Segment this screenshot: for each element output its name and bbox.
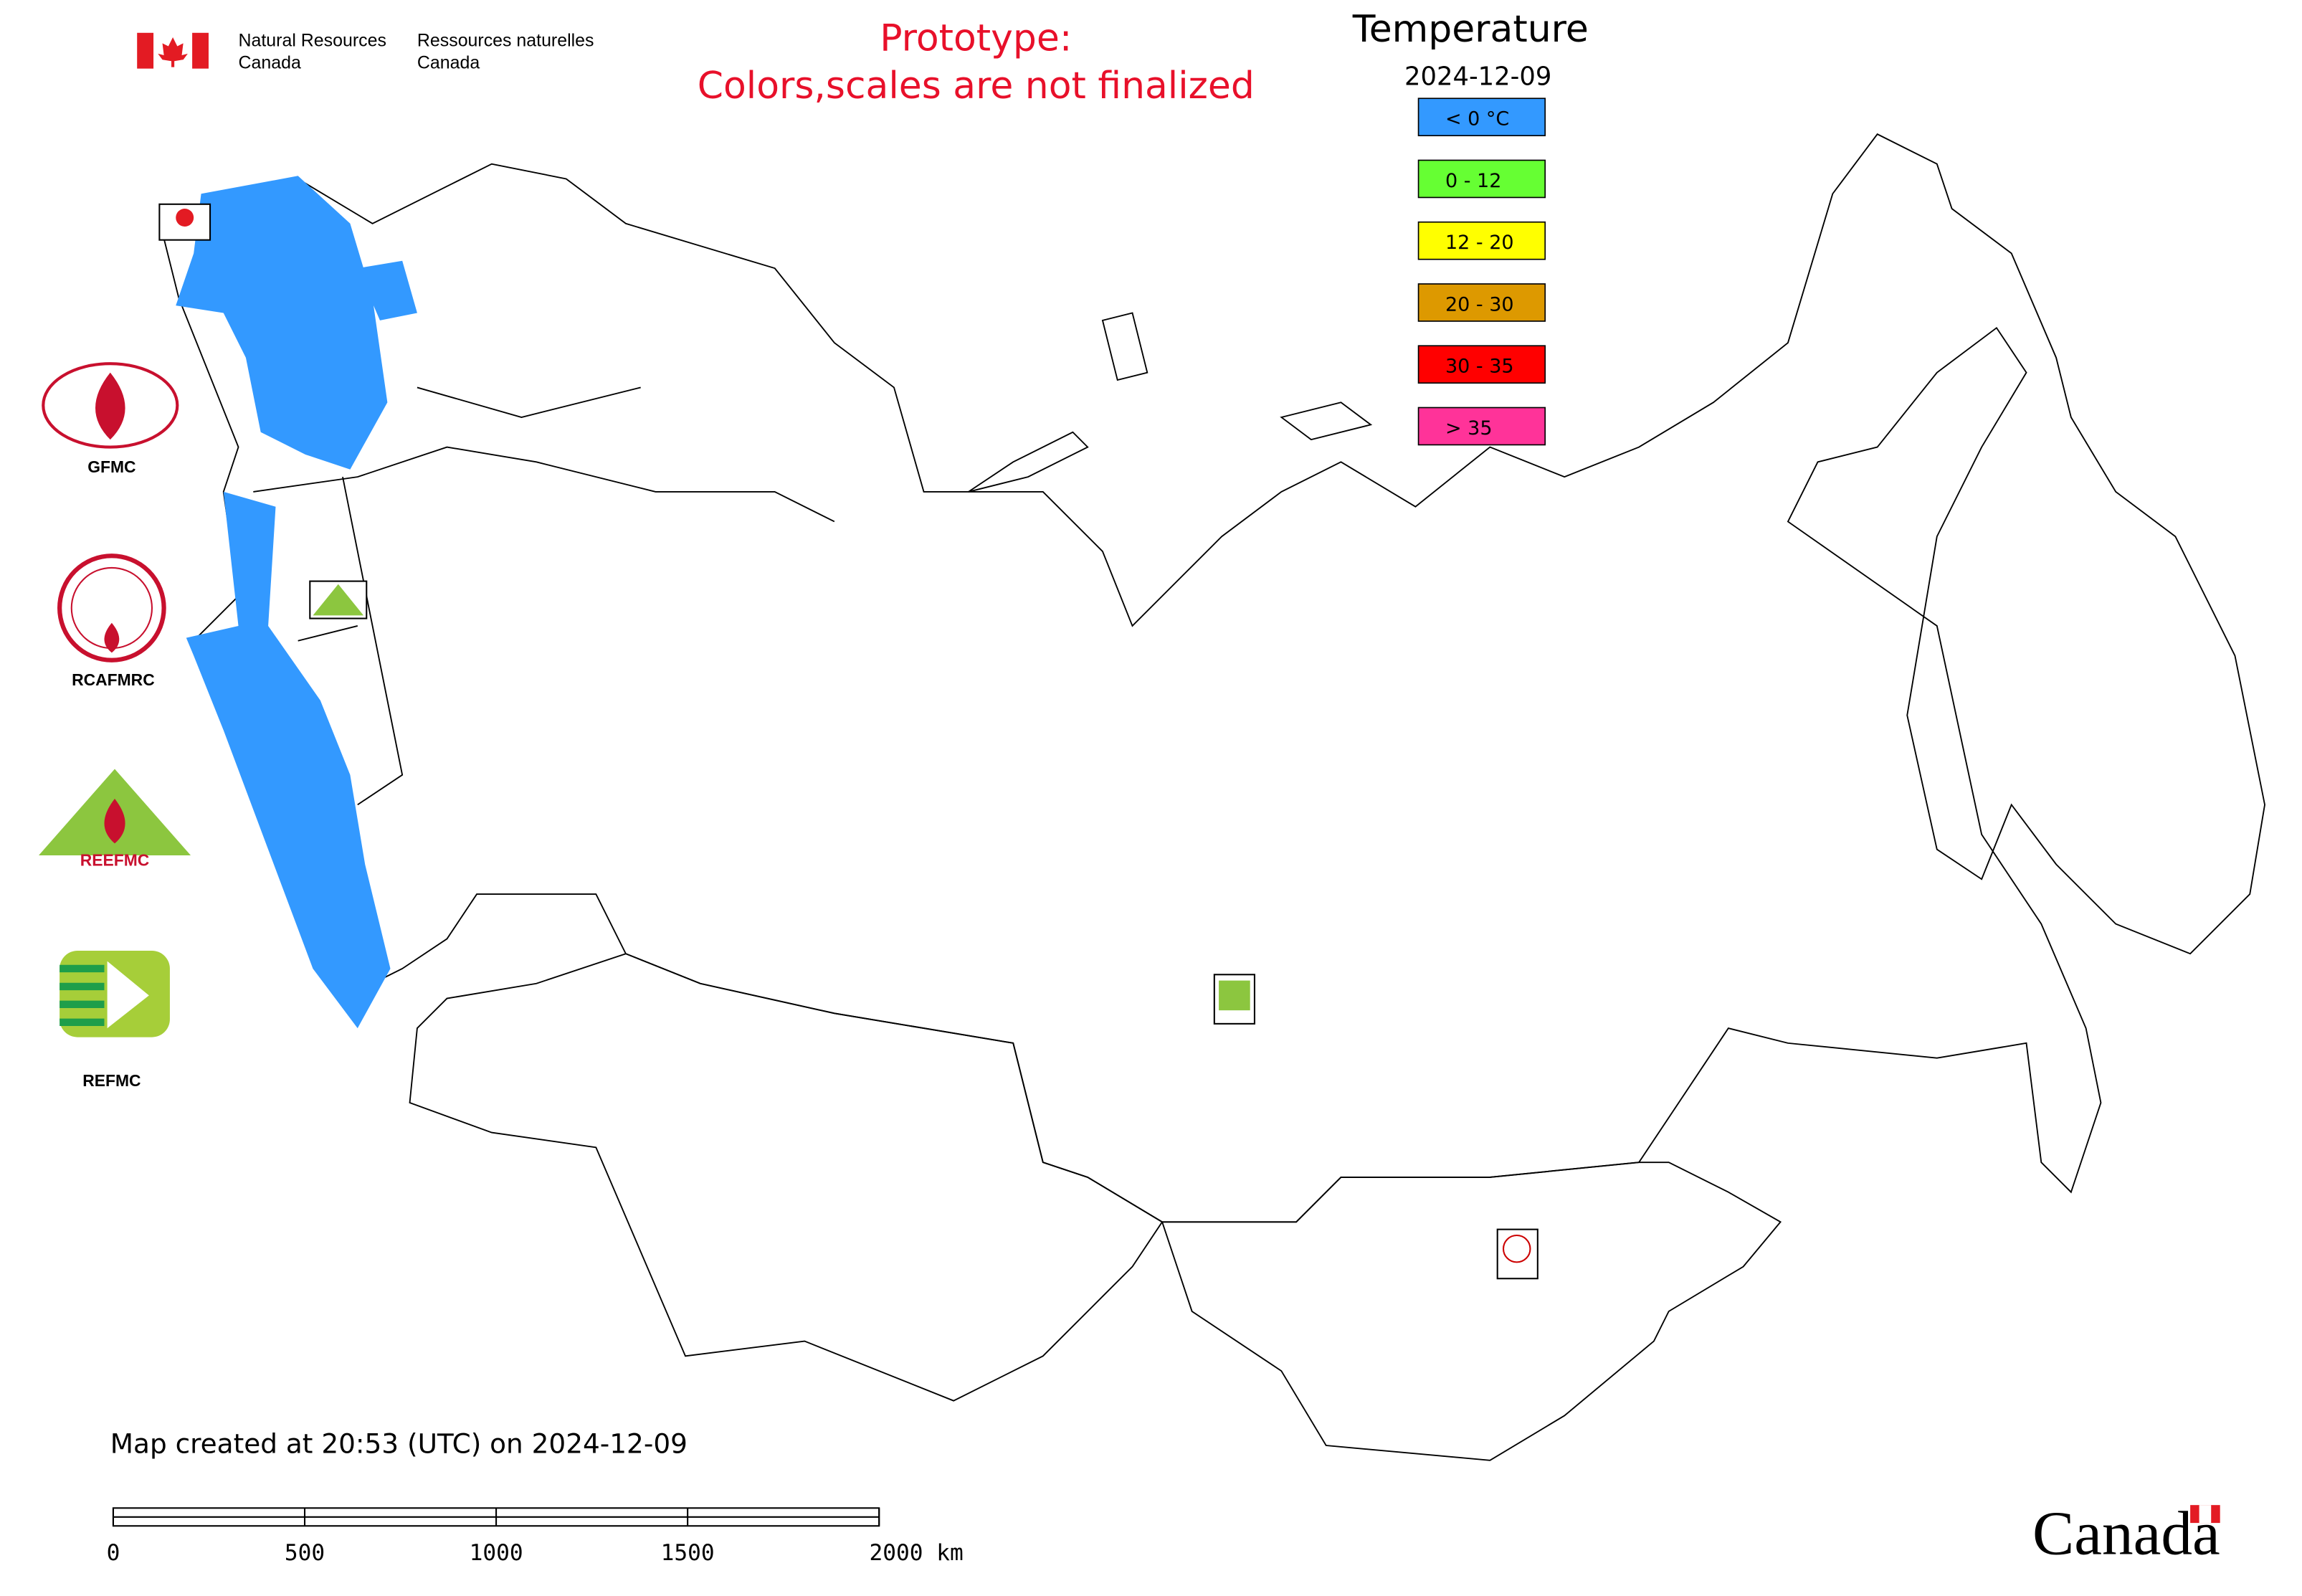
mongolia-outline [1161, 1162, 1782, 1461]
legend-label: 30 - 35 [1445, 356, 1514, 378]
map-outlines [163, 133, 2265, 1461]
island [968, 312, 1373, 493]
notice: Colors,scales are not finalized [698, 65, 1255, 108]
cold-area [186, 491, 391, 1029]
legend-title: Temperature [1352, 8, 1589, 51]
legend: < 0 °C 0 - 12 12 - 20 20 - 30 30 - 35 > 35 [1417, 98, 1546, 446]
wordmark-flag [2199, 1505, 2212, 1524]
centre-marker [1496, 1228, 1538, 1280]
logo-label: RCAFMRC [72, 670, 155, 689]
temperature-coverage [176, 176, 417, 1029]
flag-bar [137, 32, 154, 69]
map-created: Map created at 20:53 (UTC) on 2024-12-09 [110, 1428, 688, 1459]
legend-label: 0 - 12 [1445, 170, 1501, 192]
legend-swatch [1417, 345, 1546, 384]
scale-label: 1000 [470, 1540, 523, 1566]
legend-date: 2024-12-09 [1404, 62, 1551, 92]
refmc-sigma [107, 961, 149, 1029]
legend-swatch [1417, 159, 1546, 199]
legend-swatch [1417, 221, 1546, 260]
legend-label: 20 - 30 [1445, 293, 1514, 315]
scale-label: 0 [107, 1540, 120, 1566]
centre-markers [158, 203, 1538, 1280]
europe-borders [253, 386, 835, 806]
reefmc-flame [104, 799, 125, 844]
rcafmrc-logo [57, 554, 166, 662]
legend-swatch [1417, 283, 1546, 322]
logo-label: REEFMC [80, 851, 150, 870]
canada-wordmark: Canada [2032, 1498, 2220, 1568]
legend-label: > 35 [1445, 417, 1493, 440]
scale-label: 2000 km [870, 1540, 964, 1566]
agency-en: Natural Resources [239, 30, 386, 50]
centre-marker-icon [1219, 980, 1250, 1011]
central-asia-outline [409, 953, 1164, 1402]
gfmc-flame [95, 372, 125, 440]
legend-swatch [1417, 98, 1546, 137]
agency-fr: Ressources naturelles [417, 30, 594, 50]
logo-label: GFMC [87, 457, 135, 476]
agency-fr: Canada [417, 53, 480, 73]
notice: Prototype: [880, 17, 1072, 60]
legend-label: 12 - 20 [1445, 232, 1514, 254]
centre-marker-icon [313, 584, 364, 616]
legend-swatch [1417, 407, 1546, 446]
partner-logos: GFMC RCAFMRC REEFMC REFMC [39, 362, 191, 1090]
scale-label: 1500 [661, 1540, 715, 1566]
centre-marker-icon [176, 209, 194, 227]
gfmc-logo [42, 362, 179, 449]
flag-bar [192, 32, 209, 69]
rcafmrc-flame [104, 622, 120, 653]
legend-label: < 0 °C [1445, 108, 1509, 130]
nrcan-signature: Natural Resources Canada Ressources natu… [137, 30, 594, 73]
cold-area [176, 176, 417, 470]
agency-en: Canada [239, 53, 301, 73]
logo-label: REFMC [82, 1071, 141, 1090]
refmc-stripes [60, 964, 105, 1026]
scale-bar: 0 500 1000 1500 2000 km [107, 1507, 964, 1566]
scale-label: 500 [285, 1540, 325, 1566]
centre-marker-icon [1502, 1234, 1531, 1263]
